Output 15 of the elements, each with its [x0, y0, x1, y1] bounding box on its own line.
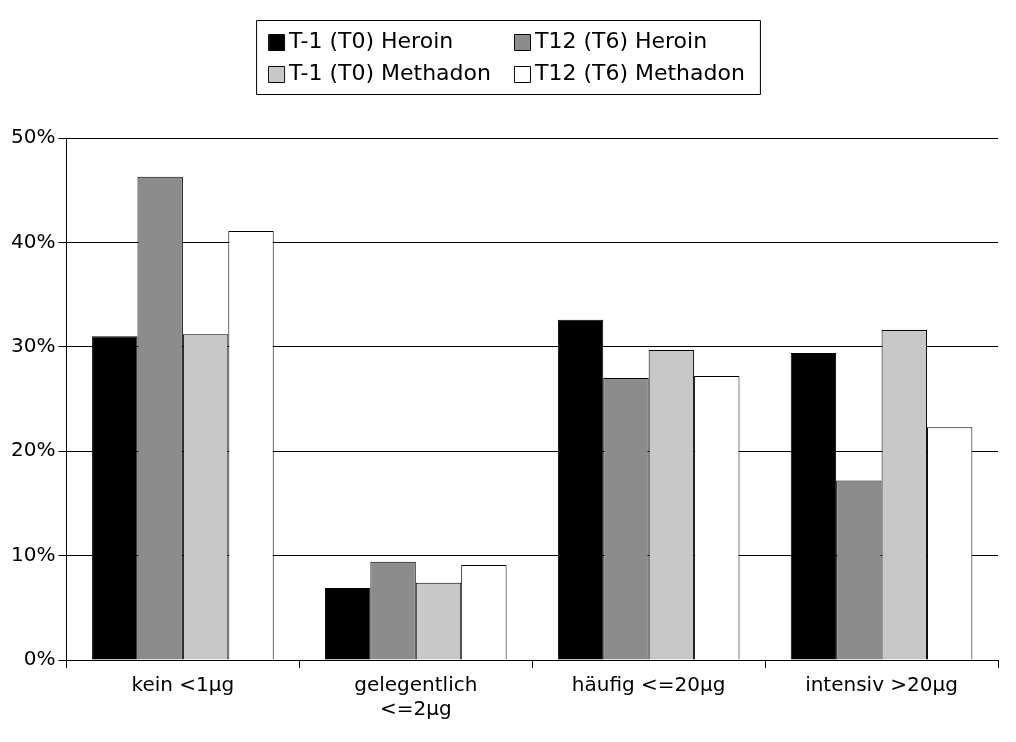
y-tick-label: 40%	[11, 228, 56, 253]
legend-label: T-1 (T0) Heroin	[288, 27, 454, 53]
y-tick-label: 30%	[11, 333, 56, 357]
x-tick-label: gelegentlich <=2µg	[354, 672, 478, 721]
legend-label: T12 (T6) Methadon	[533, 59, 745, 85]
bar	[324, 587, 371, 660]
legend-label: T12 (T6) Heroin	[533, 27, 708, 53]
y-tick-label: 10%	[11, 541, 56, 566]
y-tick-label: 20%	[11, 437, 56, 462]
x-tick-label: intensiv >20µg	[805, 672, 958, 697]
x-tick-label: häufig <=20µg	[571, 672, 726, 697]
legend-label: T-1 (T0) Methadon	[288, 59, 491, 85]
y-tick-label: 50%	[11, 124, 56, 149]
x-tick-label: kein <1µg	[131, 672, 235, 697]
y-tick-label: 0%	[23, 646, 56, 671]
